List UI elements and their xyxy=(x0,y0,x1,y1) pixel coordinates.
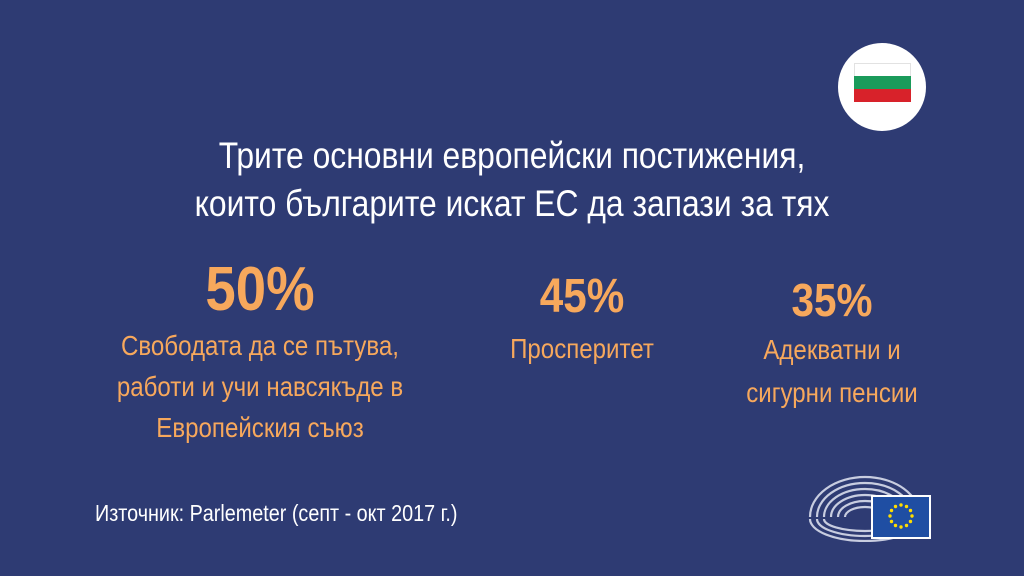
title-line-2: които българите искат ЕС да запази за тя… xyxy=(194,183,830,224)
stat-label-line: Просперитет xyxy=(510,333,654,364)
source-note: Източник: Parlemeter (септ - окт 2017 г.… xyxy=(95,500,458,526)
bulgaria-flag-badge xyxy=(838,43,926,131)
stat-pensions: 35% Адекватни и сигурни пенсии xyxy=(712,272,952,414)
stat-value: 50% xyxy=(205,255,315,324)
stat-label-line: Европейския съюз xyxy=(156,412,364,443)
stat-label-line: сигурни пенсии xyxy=(746,377,918,408)
title-line-1: Трите основни европейски постижения, xyxy=(218,135,806,176)
eu-flag-icon xyxy=(871,495,931,539)
page-title: Трите основни европейски постижения, кои… xyxy=(72,132,953,228)
stat-label-line: работи и учи навсякъде в xyxy=(116,371,404,402)
bulgaria-flag-icon xyxy=(854,63,911,102)
european-parliament-logo xyxy=(808,475,931,542)
stat-value: 45% xyxy=(539,270,625,323)
stat-freedom: 50% Свободата да се пътува, работи и учи… xyxy=(60,254,460,449)
stat-label-line: Свободата да се пътува, xyxy=(120,330,399,361)
stat-label-line: Адекватни и xyxy=(763,334,901,365)
stat-prosperity: 45% Просперитет xyxy=(460,267,704,370)
stat-value: 35% xyxy=(791,274,873,326)
